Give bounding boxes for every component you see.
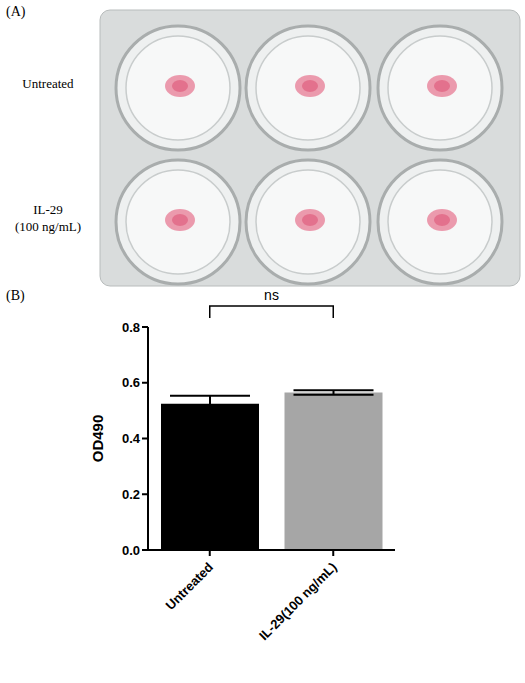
- svg-text:0.8: 0.8: [122, 320, 140, 335]
- svg-text:(B): (B): [6, 288, 25, 304]
- svg-text:IL-29(100 ng/mL): IL-29(100 ng/mL): [15, 202, 81, 234]
- svg-text:0.4: 0.4: [122, 431, 141, 446]
- svg-text:0.6: 0.6: [122, 375, 140, 390]
- svg-text:OD490: OD490: [89, 415, 106, 463]
- svg-text:ns: ns: [264, 287, 279, 303]
- svg-text:Untreated: Untreated: [163, 559, 217, 613]
- svg-text:(A): (A): [6, 4, 26, 20]
- svg-text:0.2: 0.2: [122, 487, 140, 502]
- svg-text:IL-29(100 ng/mL): IL-29(100 ng/mL): [256, 559, 340, 643]
- svg-text:Untreated: Untreated: [22, 76, 74, 91]
- svg-text:0.0: 0.0: [122, 543, 140, 558]
